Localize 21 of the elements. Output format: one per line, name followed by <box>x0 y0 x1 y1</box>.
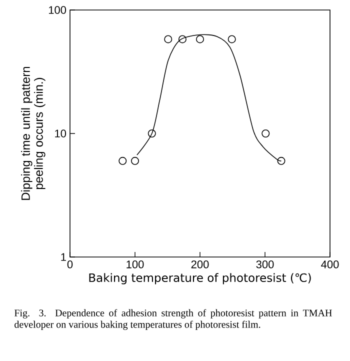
point <box>118 156 127 165</box>
line-series <box>136 34 282 162</box>
point <box>262 130 270 138</box>
y-tick-label: 10 <box>55 130 66 138</box>
x-tick-label: 400 <box>321 260 339 268</box>
point <box>228 35 236 44</box>
point <box>196 35 204 44</box>
x-axis-title: Baking temperature of photoresist (℃) <box>89 273 311 284</box>
point <box>148 130 156 138</box>
x-tick-label: 100 <box>126 260 144 268</box>
x-tick-label: 0 <box>67 260 73 268</box>
point <box>277 156 286 165</box>
point <box>131 156 139 165</box>
caption: Fig. 3. Dependence of adhesion strength of photoresist pattern in TMAH developer on various baking temperatures of photoresist film. <box>14 309 332 330</box>
y-axis-title: Dipping time until pattern peeling occurs (min.) <box>21 66 46 200</box>
point <box>164 35 172 44</box>
x-tick-label: 300 <box>256 260 274 268</box>
y-tick-label: 1 <box>61 253 66 261</box>
point <box>178 35 186 44</box>
x-tick-label: 200 <box>191 260 209 268</box>
y-tick-label: 100 <box>48 6 66 14</box>
